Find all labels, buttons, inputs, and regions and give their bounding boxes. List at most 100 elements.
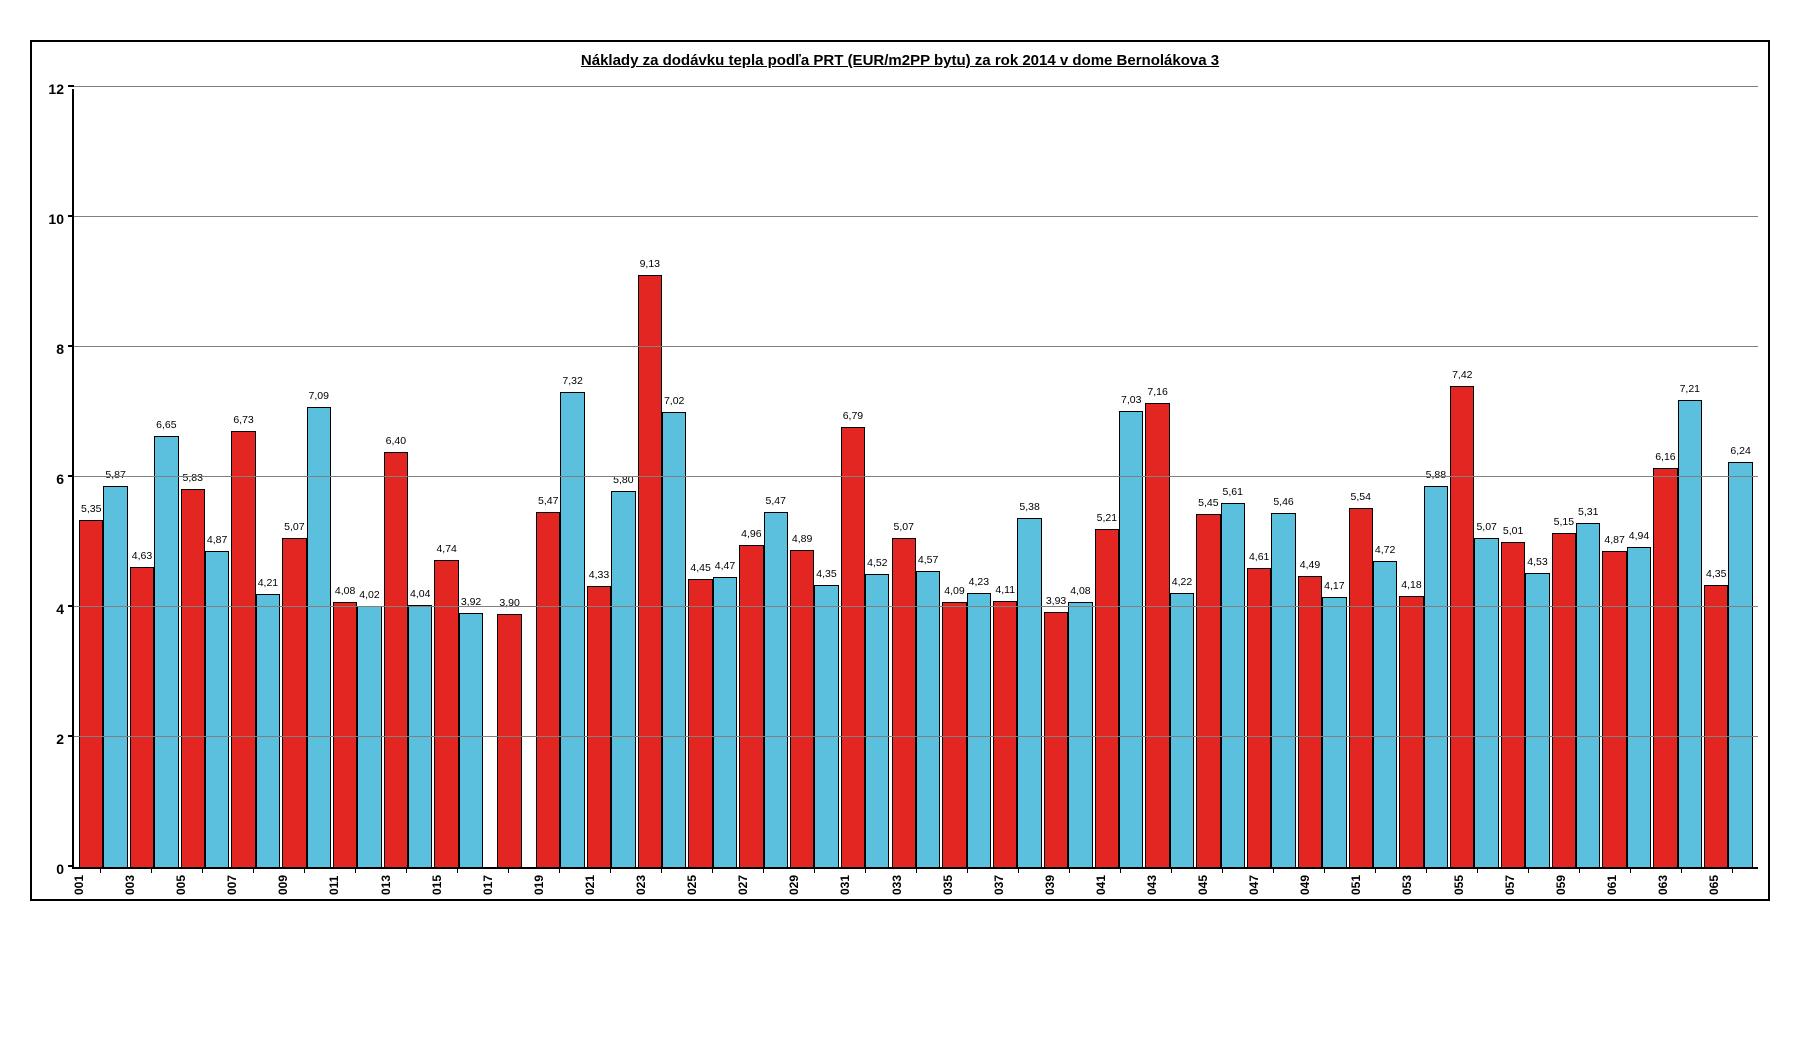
gridline xyxy=(74,476,1758,477)
x-tick-label: 023 xyxy=(634,871,685,899)
bar-value-label: 4,33 xyxy=(589,569,609,581)
bar-value-label: 6,24 xyxy=(1730,445,1750,457)
bar-series-1: 7,42 xyxy=(1450,386,1474,867)
bar-value-label: 4,87 xyxy=(207,534,227,546)
y-tick-mark xyxy=(68,215,74,217)
bar-series-1: 7,16 xyxy=(1145,403,1169,867)
bar-value-label: 5,83 xyxy=(183,472,203,484)
gridline xyxy=(74,216,1758,217)
y-tick-mark xyxy=(68,735,74,737)
bar-value-label: 4,87 xyxy=(1604,534,1624,546)
y-tick-label: 0 xyxy=(56,861,64,877)
bar-value-label: 4,02 xyxy=(359,589,379,601)
bar-value-label: 4,72 xyxy=(1375,544,1395,556)
x-tick-label: 049 xyxy=(1298,871,1349,899)
x-tick-label: 015 xyxy=(430,871,481,899)
bar-group: 4,454,47 xyxy=(687,89,738,867)
bar-series-1: 3,93 xyxy=(1044,612,1068,867)
bar-group: 4,615,46 xyxy=(1246,89,1297,867)
bar-group: 4,094,23 xyxy=(941,89,992,867)
bar-group: 5,544,72 xyxy=(1348,89,1399,867)
bar-value-label: 5,38 xyxy=(1019,501,1039,513)
bar-value-label: 4,35 xyxy=(1706,568,1726,580)
bar-value-label: 6,65 xyxy=(156,419,176,431)
bar-series-2: 3,92 xyxy=(459,613,483,867)
bar-series-1: 5,54 xyxy=(1349,508,1373,867)
gridline xyxy=(74,736,1758,737)
bar-value-label: 4,23 xyxy=(969,576,989,588)
bar-value-label: 5,07 xyxy=(1476,521,1496,533)
bar-value-label: 7,21 xyxy=(1680,383,1700,395)
x-tick-label: 031 xyxy=(838,871,889,899)
bar-series-2: 5,80 xyxy=(611,491,635,867)
bar-value-label: 4,08 xyxy=(1070,585,1090,597)
bar-value-label: 7,03 xyxy=(1121,394,1141,406)
bar-group: 3,90 xyxy=(484,89,535,867)
bar-value-label: 3,90 xyxy=(499,597,519,609)
x-tick-label: 053 xyxy=(1400,871,1451,899)
bar-value-label: 5,07 xyxy=(284,521,304,533)
bar-series-1: 4,87 xyxy=(1602,551,1626,867)
bar-value-label: 7,42 xyxy=(1452,369,1472,381)
bar-value-label: 5,45 xyxy=(1198,497,1218,509)
bar-series-2: 4,23 xyxy=(967,593,991,867)
x-tick-label: 005 xyxy=(174,871,225,899)
bar-series-2: 4,87 xyxy=(205,551,229,867)
bar-value-label: 4,74 xyxy=(436,543,456,555)
y-tick-mark xyxy=(68,475,74,477)
bar-series-1: 5,01 xyxy=(1501,542,1525,867)
bar-series-2: 4,52 xyxy=(865,574,889,867)
bar-value-label: 5,21 xyxy=(1097,512,1117,524)
x-tick-label: 027 xyxy=(736,871,787,899)
x-tick-label: 017 xyxy=(481,871,532,899)
bar-series-1: 4,08 xyxy=(333,602,357,867)
bar-value-label: 4,45 xyxy=(690,562,710,574)
x-tick-label: 011 xyxy=(327,871,378,899)
y-tick-label: 10 xyxy=(48,211,64,227)
bar-series-1: 5,47 xyxy=(536,512,560,867)
bar-series-2: 5,46 xyxy=(1271,513,1295,867)
bar-value-label: 5,15 xyxy=(1554,516,1574,528)
bar-value-label: 9,13 xyxy=(640,258,660,270)
bar-group: 4,185,88 xyxy=(1398,89,1449,867)
bar-series-2: 4,57 xyxy=(916,571,940,867)
bar-value-label: 4,63 xyxy=(132,550,152,562)
bar-series-2: 6,65 xyxy=(154,436,178,867)
x-tick-label: 047 xyxy=(1247,871,1298,899)
x-tick-label: 019 xyxy=(532,871,583,899)
bar-value-label: 4,17 xyxy=(1324,580,1344,592)
bar-group: 7,425,07 xyxy=(1449,89,1500,867)
bar-value-label: 5,47 xyxy=(538,495,558,507)
bar-value-label: 7,09 xyxy=(308,390,328,402)
plot-wrapper: 024681012 5,355,874,636,655,834,876,734,… xyxy=(32,89,1768,869)
bar-series-1: 6,73 xyxy=(231,431,255,867)
bar-group: 4,874,94 xyxy=(1601,89,1652,867)
x-tick-label: 003 xyxy=(123,871,174,899)
bar-series-2: 4,08 xyxy=(1068,602,1092,867)
bar-value-label: 5,31 xyxy=(1578,506,1598,518)
bar-group: 4,894,35 xyxy=(789,89,840,867)
bar-series-2: 7,03 xyxy=(1119,411,1143,867)
bar-series-2: 5,87 xyxy=(103,486,127,867)
bar-group: 5,014,53 xyxy=(1500,89,1551,867)
x-tick-label: 007 xyxy=(225,871,276,899)
bar-value-label: 4,94 xyxy=(1629,530,1649,542)
y-tick-mark xyxy=(68,605,74,607)
bar-series-2: 4,22 xyxy=(1170,593,1194,867)
bar-value-label: 7,16 xyxy=(1147,386,1167,398)
x-tick-label: 033 xyxy=(890,871,941,899)
bar-series-1: 6,40 xyxy=(384,452,408,867)
bar-series-1: 6,16 xyxy=(1653,468,1677,867)
bar-series-2: 5,47 xyxy=(764,512,788,867)
bar-series-1: 5,35 xyxy=(79,520,103,867)
bar-group: 5,455,61 xyxy=(1195,89,1246,867)
bar-series-1: 4,45 xyxy=(688,579,712,868)
bar-series-2: 5,07 xyxy=(1474,538,1498,867)
bar-value-label: 4,22 xyxy=(1172,576,1192,588)
bar-value-label: 4,49 xyxy=(1300,559,1320,571)
bar-value-label: 4,52 xyxy=(867,557,887,569)
bar-group: 3,934,08 xyxy=(1043,89,1094,867)
bar-series-2: 7,21 xyxy=(1678,400,1702,867)
bar-value-label: 4,35 xyxy=(816,568,836,580)
y-tick-mark xyxy=(68,865,74,867)
